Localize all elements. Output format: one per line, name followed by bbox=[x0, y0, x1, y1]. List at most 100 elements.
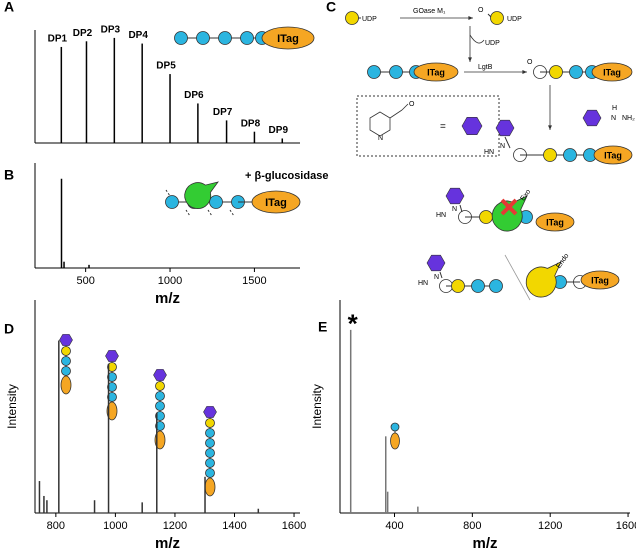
monosaccharide bbox=[489, 279, 503, 293]
itag-label: ITag bbox=[546, 217, 564, 227]
monosaccharide bbox=[61, 356, 71, 366]
monosaccharide bbox=[107, 372, 117, 382]
label: N bbox=[611, 115, 616, 122]
monosaccharide bbox=[345, 11, 359, 25]
label: N bbox=[378, 135, 383, 142]
x-axis-label: m/z bbox=[155, 535, 180, 550]
y-axis-label: Intensity bbox=[310, 384, 324, 429]
monosaccharide bbox=[218, 31, 232, 45]
label: Exo bbox=[520, 188, 533, 202]
arrow-head bbox=[522, 70, 527, 74]
inhibit-mark bbox=[500, 198, 518, 216]
connector bbox=[165, 189, 171, 197]
connector bbox=[459, 204, 463, 213]
hexagon bbox=[59, 334, 73, 346]
itag-label: ITag bbox=[591, 275, 609, 285]
connector bbox=[207, 209, 213, 217]
monosaccharide bbox=[490, 11, 504, 25]
itag bbox=[591, 62, 633, 82]
peak-label: DP5 bbox=[156, 61, 176, 72]
monosaccharide bbox=[155, 381, 165, 391]
connector bbox=[487, 13, 492, 18]
monosaccharide bbox=[196, 31, 210, 45]
label: NH₂ bbox=[622, 115, 635, 122]
hexagon bbox=[461, 117, 483, 135]
itag-label: ITag bbox=[265, 197, 287, 209]
x-tick-label: 800 bbox=[463, 520, 481, 532]
connector bbox=[229, 209, 235, 217]
x-tick-label: 400 bbox=[385, 520, 403, 532]
label: N bbox=[434, 274, 439, 281]
annotation: * bbox=[348, 309, 359, 339]
monosaccharide bbox=[205, 448, 215, 458]
x-axis-label: m/z bbox=[155, 290, 180, 307]
itag bbox=[60, 375, 72, 395]
monosaccharide bbox=[155, 391, 165, 401]
label: HN bbox=[418, 280, 428, 287]
x-tick-label: 500 bbox=[76, 275, 94, 287]
monosaccharide bbox=[367, 65, 381, 79]
x-tick-label: 1000 bbox=[158, 275, 182, 287]
itag-label: ITag bbox=[427, 67, 445, 77]
hexagon bbox=[203, 406, 217, 418]
itag-label: ITag bbox=[603, 67, 621, 77]
connector bbox=[504, 254, 531, 301]
label: HN bbox=[436, 212, 446, 219]
hexagon bbox=[426, 254, 446, 272]
label: O bbox=[527, 59, 533, 66]
monosaccharide bbox=[155, 421, 165, 431]
enzyme bbox=[184, 181, 219, 210]
monosaccharide bbox=[549, 65, 563, 79]
label: Endo bbox=[555, 252, 570, 269]
itag bbox=[580, 270, 620, 290]
itag-label: ITag bbox=[604, 150, 622, 160]
label: UDP bbox=[485, 40, 500, 47]
x-tick-label: 1000 bbox=[103, 520, 127, 532]
panel-label: C bbox=[326, 0, 336, 15]
monosaccharide bbox=[513, 148, 527, 162]
panel-label: B bbox=[4, 167, 14, 183]
arrow-head bbox=[468, 57, 472, 62]
monosaccharide bbox=[543, 148, 557, 162]
monosaccharide bbox=[569, 65, 583, 79]
monosaccharide bbox=[563, 148, 577, 162]
peak-label: DP7 bbox=[213, 107, 233, 118]
pyridine bbox=[369, 103, 409, 137]
y-axis-label: Intensity bbox=[5, 384, 19, 429]
peak-label: DP2 bbox=[73, 28, 93, 39]
hexagon bbox=[495, 119, 515, 137]
label: H bbox=[612, 105, 617, 112]
monosaccharide bbox=[61, 366, 71, 376]
panel-label: D bbox=[4, 321, 14, 337]
itag bbox=[204, 477, 216, 497]
monosaccharide bbox=[107, 392, 117, 402]
x-tick-label: 1400 bbox=[222, 520, 246, 532]
diagram-shapes bbox=[59, 11, 633, 497]
label: UDP bbox=[362, 16, 377, 23]
label: O bbox=[478, 7, 484, 14]
hexagon bbox=[445, 187, 465, 205]
label: = bbox=[440, 122, 446, 133]
monosaccharide bbox=[389, 65, 403, 79]
x-tick-label: 800 bbox=[47, 520, 65, 532]
hexagon bbox=[582, 109, 602, 127]
monosaccharide bbox=[165, 195, 179, 209]
monosaccharide bbox=[205, 458, 215, 468]
curved-arrow bbox=[469, 34, 485, 44]
monosaccharide bbox=[533, 65, 547, 79]
monosaccharide bbox=[205, 468, 215, 478]
itag bbox=[593, 145, 633, 165]
arrow-head bbox=[468, 16, 473, 20]
connector bbox=[504, 136, 511, 149]
peak-label: DP4 bbox=[128, 30, 148, 41]
itag bbox=[390, 432, 400, 450]
hexagon bbox=[105, 350, 119, 362]
connector bbox=[185, 209, 191, 217]
label: GOase M₁ bbox=[413, 8, 446, 15]
annotation: + β-glucosidase bbox=[245, 170, 328, 182]
label: UDP bbox=[507, 16, 522, 23]
label: LgtB bbox=[478, 64, 493, 71]
label: N bbox=[500, 143, 505, 150]
monosaccharide bbox=[451, 279, 465, 293]
connector bbox=[439, 271, 443, 279]
